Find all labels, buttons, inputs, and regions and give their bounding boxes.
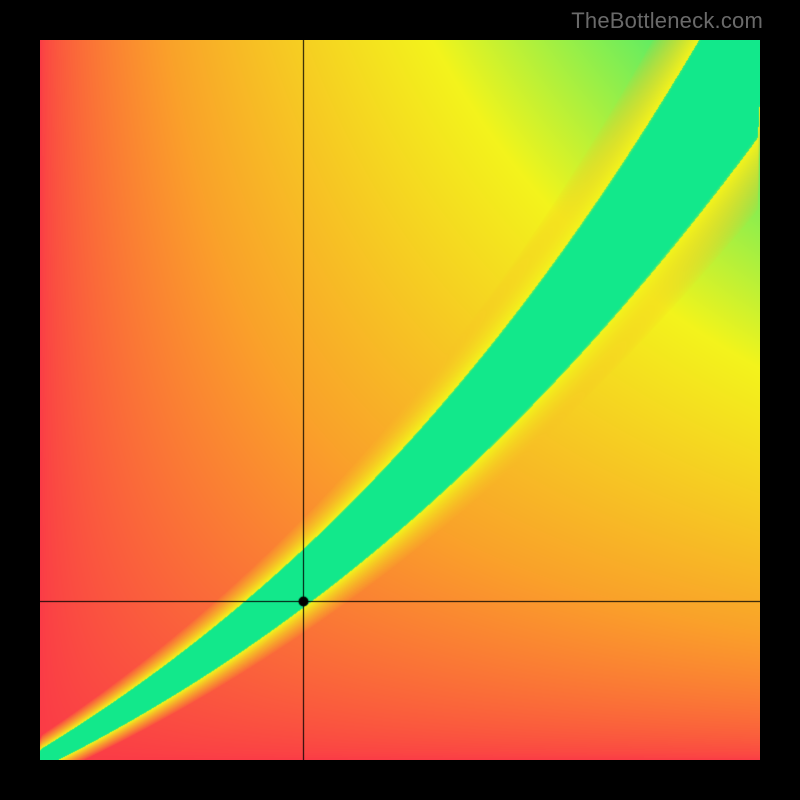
heatmap-canvas	[40, 40, 760, 760]
watermark-text: TheBottleneck.com	[571, 8, 763, 34]
plot-area	[40, 40, 760, 760]
stage: TheBottleneck.com	[0, 0, 800, 800]
